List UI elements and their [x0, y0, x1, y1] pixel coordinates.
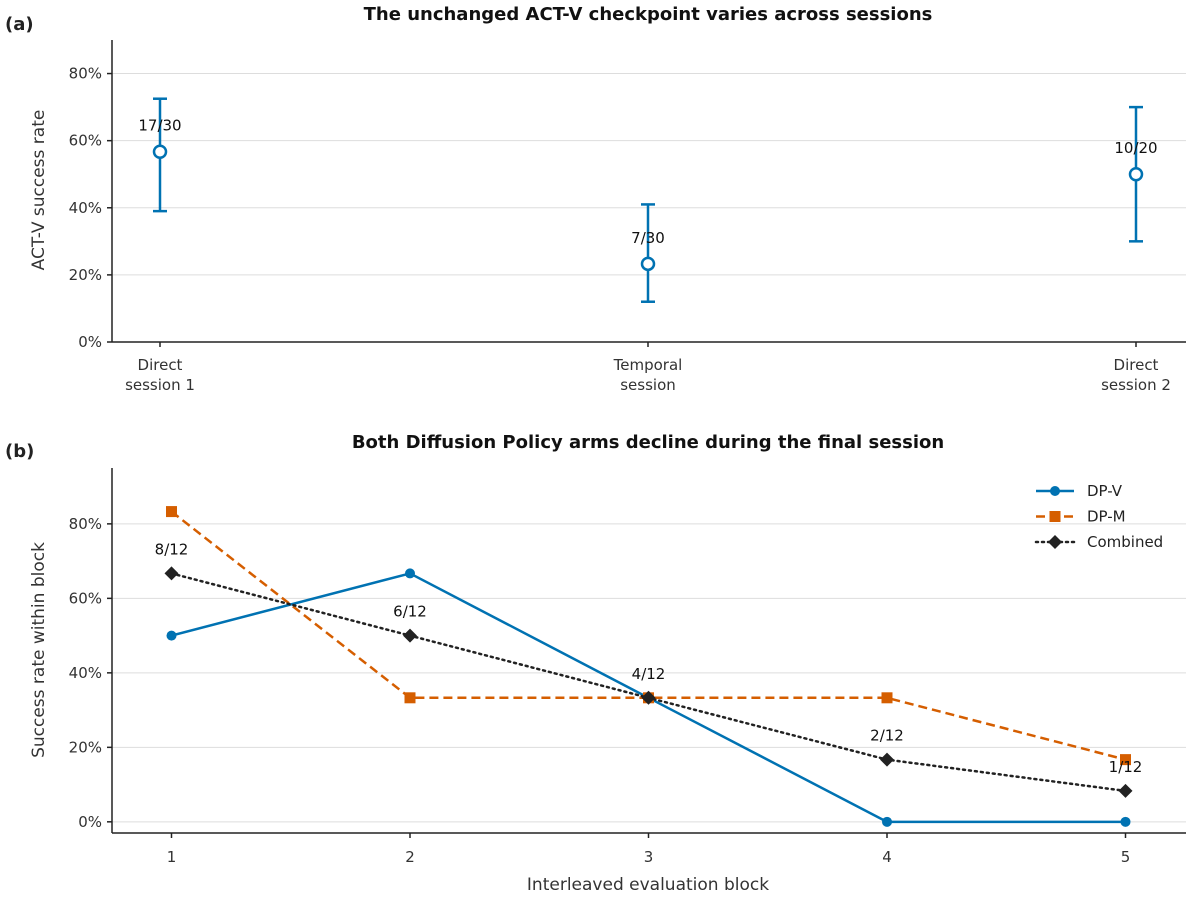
panel-a-ytick-label: 0% [78, 333, 102, 351]
panel-a-ylabel: ACT-V success rate [29, 110, 49, 271]
panel-a-ytick-label: 40% [69, 199, 102, 217]
panel-a-xtick-label: session [620, 376, 676, 394]
panel-b-data-label: 8/12 [155, 540, 189, 558]
panel-a-letter: (a) [5, 14, 34, 35]
legend-marker-dp-v [1050, 486, 1060, 496]
panel-a-xtick-label: Direct [1114, 356, 1159, 374]
series-line-dp-m [170, 510, 1126, 761]
panel-a-title: The unchanged ACT-V checkpoint varies ac… [364, 4, 933, 25]
panel-b-data-label: 6/12 [393, 603, 427, 621]
panel-b-plot: 0% 20% 40% 60% 80% 1 2 3 4 5 8/12 6/12 4/12 2/12 1/12 D… [69, 468, 1186, 866]
panel-b-xtick-label: 2 [405, 848, 415, 866]
panel-a-point [640, 256, 656, 272]
legend-label-combined: Combined [1087, 533, 1163, 551]
panel-a-xtick-label: Temporal [613, 356, 683, 374]
panel-a-xtick-label: session 2 [1101, 376, 1171, 394]
panel-b-xtick-label: 5 [1121, 848, 1131, 866]
panel-a-data-label: 7/30 [631, 229, 665, 247]
panel-a-xtick-label: session 1 [125, 376, 195, 394]
series-point-combined [1118, 783, 1133, 798]
series-point-dp-m [404, 692, 416, 704]
panel-b-letter: (b) [5, 441, 34, 462]
series-point-dp-m [1120, 754, 1131, 766]
series-point-dp-v [166, 630, 177, 641]
series-point-dp-v [405, 568, 415, 579]
legend-marker-combined [1048, 535, 1062, 549]
legend-marker-dp-m [1049, 511, 1061, 522]
panel-b-xtick-label: 3 [644, 848, 654, 866]
legend-label-dp-v: DP-V [1087, 482, 1123, 500]
panel-a-xtick-label: Direct [138, 356, 183, 374]
panel-b-data-label: 1/12 [1109, 758, 1143, 776]
panel-b-ytick-label: 80% [69, 515, 102, 533]
series-point-combined [880, 752, 894, 767]
panel-b-ytick-label: 20% [69, 738, 102, 756]
series-point-dp-m [881, 692, 893, 704]
panel-b-ytick-label: 60% [69, 589, 102, 607]
series-point-combined [164, 566, 179, 581]
series-point-dp-v [1120, 816, 1131, 827]
series-point-combined [641, 690, 656, 705]
panel-b-data-label: 2/12 [870, 727, 904, 745]
series-point-dp-v [882, 816, 892, 827]
panel-b-ylabel: Success rate within block [29, 542, 49, 758]
panel-a-ytick-label: 60% [69, 132, 102, 150]
panel-b-title: Both Diffusion Policy arms decline durin… [352, 432, 944, 453]
panel-a-point [1128, 166, 1144, 182]
panel-a-data-label: 10/20 [1114, 139, 1157, 157]
panel-a-data-label: 17/30 [138, 117, 181, 135]
series-point-dp-m [166, 506, 177, 518]
panel-a-point [152, 144, 168, 159]
panel-b-xlabel: Interleaved evaluation block [527, 875, 769, 895]
panel-b-ytick-label: 40% [69, 664, 102, 682]
series-point-combined [403, 628, 417, 643]
legend-label-dp-m: DP-M [1087, 508, 1126, 526]
panel-a-ytick-label: 80% [69, 65, 102, 83]
panel-b-xtick-label: 1 [167, 848, 177, 866]
panel-b-xtick-label: 4 [882, 848, 892, 866]
panel-a-ytick-label: 20% [69, 266, 102, 284]
panel-b-ytick-label: 0% [78, 813, 102, 831]
panel-b-data-label: 4/12 [632, 665, 666, 683]
panel-a-plot: 0% 20% 40% 60% 80% Direct session 1 17/30 Tempor… [69, 40, 1186, 394]
